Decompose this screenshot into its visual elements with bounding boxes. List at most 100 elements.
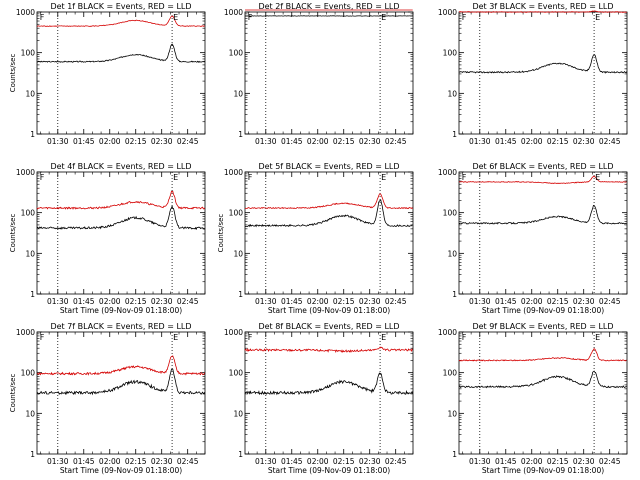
plot-frame — [244, 11, 414, 135]
x-axis-label: Start Time (09-Nov-09 01:18:00) — [268, 466, 390, 475]
chart-panel: Det 9f BLACK = Events, RED = LLD 1 10 100 10… — [438, 322, 628, 475]
y-tick-label: 1000 — [224, 168, 243, 177]
x-tick-label: 02:30 — [573, 457, 595, 466]
chart-panel: Det 2f BLACK = Events, RED = LLD 1 10 100 10… — [224, 2, 414, 146]
series-line-lld — [458, 348, 627, 362]
x-tick-label: 02:15 — [125, 137, 147, 146]
chart-title: Det 9f BLACK = Events, RED = LLD — [472, 322, 613, 331]
y-tick-label: 10 — [25, 89, 35, 98]
y-tick-label: 1 — [238, 290, 243, 299]
marker-label-f: F — [248, 173, 253, 182]
y-tick-label: 10 — [233, 89, 243, 98]
marker-label-e: E — [381, 173, 386, 182]
x-axis-label: Start Time (09-Nov-09 01:18:00) — [482, 466, 604, 475]
x-tick-label: 02:00 — [99, 137, 121, 146]
x-axis-label: Start Time (09-Nov-09 01:18:00) — [60, 306, 182, 315]
marker-label-f: F — [248, 333, 253, 342]
y-tick-label: 1000 — [438, 168, 457, 177]
y-tick-label: 10 — [25, 409, 35, 418]
series-line-events — [458, 370, 627, 389]
x-tick-label: 02:00 — [307, 457, 329, 466]
x-tick-label: 02:30 — [151, 137, 173, 146]
x-tick-label: 01:30 — [255, 457, 277, 466]
x-tick-label: 02:30 — [359, 297, 381, 306]
chart-title: Det 4f BLACK = Events, RED = LLD — [50, 162, 191, 171]
series-line-events — [36, 368, 206, 396]
series-line-lld — [245, 193, 414, 210]
x-tick-label: 02:00 — [521, 297, 543, 306]
x-tick-label: 01:30 — [47, 457, 69, 466]
chart-title: Det 7f BLACK = Events, RED = LLD — [50, 322, 191, 331]
marker-label-f: F — [462, 333, 467, 342]
marker-label-f: F — [40, 173, 45, 182]
series-line-lld — [36, 355, 206, 376]
x-tick-label: 02:30 — [359, 457, 381, 466]
x-tick-label: 02:30 — [573, 297, 595, 306]
series-line-lld — [458, 10, 627, 13]
marker-label-e: E — [381, 13, 386, 22]
x-tick-label: 02:15 — [547, 457, 569, 466]
series-line-lld — [244, 346, 414, 354]
y-tick-label: 1000 — [438, 328, 457, 337]
marker-label-f: F — [462, 13, 467, 22]
x-tick-label: 01:30 — [255, 137, 277, 146]
y-tick-label: 1 — [30, 450, 35, 459]
y-tick-label: 1000 — [438, 8, 457, 17]
x-tick-label: 02:15 — [125, 457, 147, 466]
x-tick-label: 02:45 — [385, 457, 407, 466]
y-tick-label: 1 — [238, 130, 243, 139]
y-tick-label: 100 — [21, 369, 36, 378]
y-tick-label: 1000 — [224, 8, 243, 17]
marker-label-e: E — [173, 173, 178, 182]
plot-frame — [36, 11, 206, 135]
x-axis-label: Start Time (09-Nov-09 01:18:00) — [60, 466, 182, 475]
x-tick-label: 02:45 — [177, 297, 199, 306]
plot-frame — [458, 331, 628, 455]
x-tick-label: 02:45 — [177, 457, 199, 466]
y-tick-label: 100 — [443, 49, 458, 58]
x-tick-label: 01:45 — [281, 297, 303, 306]
y-tick-label: 1 — [238, 450, 243, 459]
y-tick-label: 1 — [30, 130, 35, 139]
marker-label-e: E — [173, 13, 178, 22]
y-tick-label: 100 — [21, 209, 36, 218]
x-tick-label: 01:45 — [281, 137, 303, 146]
x-tick-label: 01:45 — [73, 457, 95, 466]
x-tick-label: 02:45 — [385, 137, 407, 146]
chart-panel: Det 7f BLACK = Events, RED = LLD 1 10 100 10… — [9, 322, 206, 475]
series-line-events — [244, 372, 414, 396]
y-tick-label: 10 — [25, 249, 35, 258]
y-tick-label: 1 — [452, 450, 457, 459]
y-tick-label: 100 — [443, 209, 458, 218]
x-tick-label: 02:15 — [125, 297, 147, 306]
y-tick-label: 1000 — [16, 168, 35, 177]
y-axis-label: Counts/sec — [217, 214, 225, 253]
marker-label-f: F — [248, 13, 253, 22]
series-line-lld — [458, 175, 627, 184]
x-tick-label: 02:30 — [151, 297, 173, 306]
series-line-lld — [36, 15, 205, 27]
y-tick-label: 1 — [452, 130, 457, 139]
chart-title: Det 2f BLACK = Events, RED = LLD — [258, 2, 399, 11]
marker-label-e: E — [381, 333, 386, 342]
chart-title: Det 6f BLACK = Events, RED = LLD — [472, 162, 613, 171]
x-tick-label: 02:30 — [151, 457, 173, 466]
chart-panel: Det 5f BLACK = Events, RED = LLD 1 10 100 10… — [217, 162, 414, 315]
y-tick-label: 100 — [21, 49, 36, 58]
x-tick-label: 02:00 — [521, 457, 543, 466]
plot-frame — [458, 11, 628, 135]
x-tick-label: 02:15 — [547, 297, 569, 306]
marker-label-e: E — [595, 173, 600, 182]
x-tick-label: 01:45 — [73, 297, 95, 306]
x-tick-label: 02:45 — [177, 137, 199, 146]
y-axis-label: Counts/sec — [9, 54, 17, 93]
x-tick-label: 01:45 — [495, 297, 517, 306]
x-tick-label: 02:45 — [599, 137, 621, 146]
chart-panel: Det 6f BLACK = Events, RED = LLD 1 10 100 10… — [438, 162, 628, 315]
y-tick-label: 100 — [229, 369, 244, 378]
x-tick-label: 01:30 — [469, 457, 491, 466]
chart-title: Det 3f BLACK = Events, RED = LLD — [472, 2, 613, 11]
chart-title: Det 8f BLACK = Events, RED = LLD — [258, 322, 399, 331]
x-tick-label: 02:00 — [307, 137, 329, 146]
y-axis-label: Counts/sec — [9, 214, 17, 253]
